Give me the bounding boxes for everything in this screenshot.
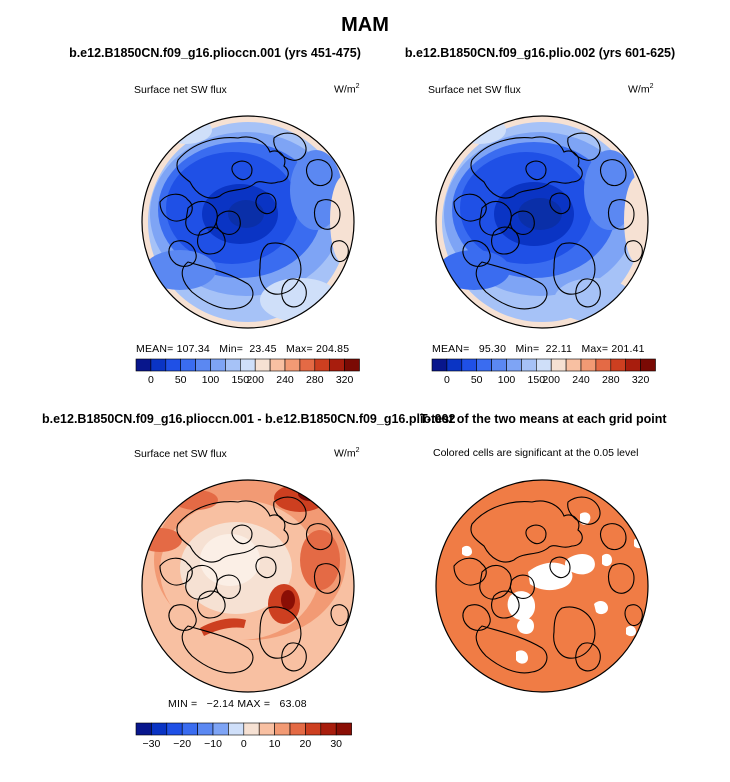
panel-3-colorbar-swatch bbox=[305, 722, 322, 736]
panel-2-map-border bbox=[435, 115, 649, 329]
panel-2-colorbar-swatch bbox=[625, 358, 641, 372]
panel-2-colorbar-swatch bbox=[446, 358, 463, 372]
panel-4-map bbox=[436, 480, 648, 692]
panel-3-colorbar-swatch bbox=[212, 722, 229, 736]
panel-1-map bbox=[142, 116, 354, 328]
panel-1-colorbar-swatch bbox=[210, 358, 226, 372]
panel-2-colorbar-tick-label: 240 bbox=[572, 374, 590, 386]
panel-1-variable: Surface net SW flux bbox=[134, 84, 227, 96]
panel-2-stats: MEAN= 95.30 Min= 22.11 Max= 201.41 bbox=[432, 343, 645, 355]
panel-3-colorbar-swatch bbox=[320, 722, 337, 736]
panel-2-colorbar-tick-label: 0 bbox=[444, 374, 450, 386]
panel-3-colorbar-tick-label: −20 bbox=[173, 738, 191, 750]
panel-3-map bbox=[142, 480, 354, 692]
panel-1-colorbar-swatch bbox=[329, 358, 345, 372]
panel-1-title: b.e12.B1850CN.f09_g16.plioccn.001 (yrs 4… bbox=[69, 46, 361, 60]
panel-2-colorbar-swatch bbox=[550, 358, 567, 372]
panel-3-colorbar-swatch bbox=[289, 722, 306, 736]
panel-3-colorbar-tick-label: 30 bbox=[330, 738, 342, 750]
panel-2-colorbar-swatch bbox=[476, 358, 492, 372]
panel-1-colorbar-swatch bbox=[165, 358, 182, 372]
panel-4-subtitle: Colored cells are significant at the 0.0… bbox=[433, 447, 639, 459]
panel-1-colorbar-tick-label: 320 bbox=[336, 374, 354, 386]
panel-3-colorbar-tick-label: −10 bbox=[204, 738, 222, 750]
panel-1-colorbar-tick-label: 100 bbox=[202, 374, 220, 386]
panel-3-colorbar: −30 −20 −10 0 10 20 30 bbox=[135, 722, 352, 750]
panel-2-colorbar-tick-label: 150 bbox=[528, 374, 546, 386]
panel-1-colorbar-swatch bbox=[195, 358, 211, 372]
panel-2-colorbar-swatch bbox=[610, 358, 626, 372]
panel-2-colorbar-swatch bbox=[506, 358, 522, 372]
panel-1-colorbar-swatch bbox=[240, 358, 256, 372]
panel-4-map-border bbox=[435, 479, 649, 693]
panel-2-colorbar-swatch bbox=[431, 358, 448, 372]
panel-2-colorbar-swatch bbox=[491, 358, 507, 372]
panel-2-units: W/m2 bbox=[628, 83, 654, 96]
panel-2-variable: Surface net SW flux bbox=[428, 84, 521, 96]
panel-3-units: W/m2 bbox=[334, 447, 360, 460]
season-title: MAM bbox=[341, 14, 389, 36]
panel-1-stats: MEAN= 107.34 Min= 23.45 Max= 204.85 bbox=[136, 343, 350, 355]
panel-3-colorbar-swatch bbox=[135, 722, 152, 736]
panel-2-title: b.e12.B1850CN.f09_g16.plio.002 (yrs 601-… bbox=[404, 46, 676, 60]
panel-2-colorbar-tick-label: 100 bbox=[498, 374, 516, 386]
panel-4-nonsignificant-cells bbox=[462, 512, 644, 664]
panel-3-map-border bbox=[141, 479, 355, 693]
panel-2-colorbar-swatch bbox=[595, 358, 612, 372]
panel-1-colorbar-swatch bbox=[284, 358, 301, 372]
panel-1-colorbar-swatch bbox=[135, 358, 152, 372]
panel-1-colorbar-tick-label: 280 bbox=[306, 374, 324, 386]
panel-3-colorbar-tick-label: 20 bbox=[300, 738, 312, 750]
panel-1-units: W/m2 bbox=[334, 83, 360, 96]
panel-3-colorbar-swatch bbox=[335, 722, 352, 736]
panel-3-stats: MIN = −2.14 MAX = 63.08 bbox=[168, 698, 307, 710]
panel-2-colorbar-tick-label: 50 bbox=[471, 374, 483, 386]
panel-2-colorbar-swatch bbox=[565, 358, 582, 372]
panel-1-colorbar-swatch bbox=[180, 358, 196, 372]
panel-1-colorbar-swatch bbox=[314, 358, 330, 372]
panel-1-colorbar-swatch bbox=[150, 358, 167, 372]
panel-1-colorbar-tick-label: 150 bbox=[232, 374, 250, 386]
panel-1-colorbar-swatch bbox=[269, 358, 286, 372]
panel-2-colorbar-swatch bbox=[535, 358, 552, 372]
panel-3-colorbar-swatch bbox=[243, 722, 260, 736]
panel-3-colorbar-swatch bbox=[274, 722, 291, 736]
panel-3-colorbar-tick-label: 10 bbox=[269, 738, 281, 750]
panel-1-map-border bbox=[141, 115, 355, 329]
panel-1-colorbar-swatch bbox=[254, 358, 271, 372]
panel-2-map bbox=[436, 116, 648, 328]
panel-1-colorbar-swatch bbox=[225, 358, 241, 372]
panel-2-colorbar-swatch bbox=[521, 358, 537, 372]
panel-3-colorbar-swatch bbox=[181, 722, 198, 736]
panel-3-variable: Surface net SW flux bbox=[134, 448, 227, 460]
panel-3-title: b.e12.B1850CN.f09_g16.plioccn.001 - b.e1… bbox=[42, 412, 456, 426]
panel-2-colorbar-swatch bbox=[461, 358, 477, 372]
panel-3-colorbar-swatch bbox=[228, 722, 245, 736]
panel-3-colorbar-swatch bbox=[197, 722, 214, 736]
panel-3-colorbar-swatch bbox=[258, 722, 275, 736]
panel-1-colorbar-tick-label: 200 bbox=[246, 374, 264, 386]
panel-2-colorbar-swatch bbox=[580, 358, 597, 372]
panel-3-colorbar-swatch bbox=[166, 722, 183, 736]
panel-2-colorbar-tick-label: 280 bbox=[602, 374, 620, 386]
panel-1-colorbar-swatch bbox=[299, 358, 316, 372]
panel-1-colorbar-tick-label: 50 bbox=[175, 374, 187, 386]
panel-1-colorbar-tick-label: 240 bbox=[276, 374, 294, 386]
panel-2-colorbar-tick-label: 200 bbox=[542, 374, 560, 386]
panel-3-colorbar-tick-label: 0 bbox=[241, 738, 247, 750]
panel-3-colorbar-swatch bbox=[151, 722, 168, 736]
panel-3-colorbar-tick-label: −30 bbox=[142, 738, 160, 750]
panel-4-title: T-test of the two means at each grid poi… bbox=[420, 412, 667, 426]
panel-2-colorbar-tick-label: 320 bbox=[632, 374, 650, 386]
panel-2-colorbar-swatch bbox=[640, 358, 656, 372]
panel-1-colorbar-swatch bbox=[344, 358, 360, 372]
panel-1-colorbar-tick-label: 0 bbox=[148, 374, 154, 386]
